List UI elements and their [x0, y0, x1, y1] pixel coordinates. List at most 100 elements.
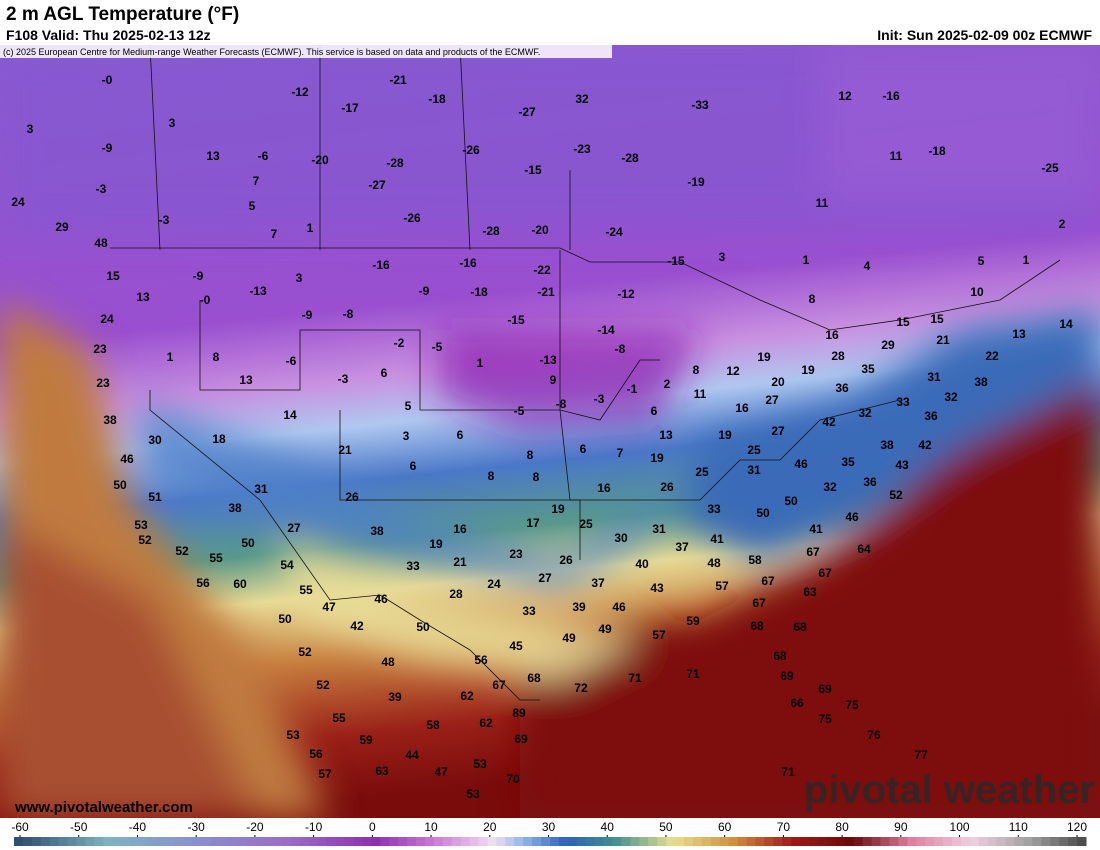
colorbar-segment — [228, 837, 238, 846]
temperature-label: 50 — [241, 536, 255, 550]
colorbar-segment — [255, 837, 265, 846]
colorbar-segment — [496, 837, 506, 846]
temperature-label: 3 — [296, 271, 303, 285]
colorbar-segment — [541, 837, 551, 846]
colorbar-segment — [844, 837, 855, 846]
temperature-label: 55 — [299, 583, 313, 597]
colorbar-segment — [692, 837, 703, 846]
temperature-label: 38 — [228, 501, 242, 515]
colorbar-segment — [192, 837, 203, 846]
temperature-label: -23 — [573, 142, 591, 156]
colorbar-segment — [710, 837, 721, 846]
temperature-label: 15 — [896, 315, 910, 329]
temperature-label: 32 — [944, 390, 958, 404]
colorbar-segment — [862, 837, 873, 846]
temperature-label: 67 — [752, 596, 766, 610]
temperature-label: -0 — [200, 293, 211, 307]
temperature-label: 46 — [120, 452, 134, 466]
watermark: pivotal weather — [804, 768, 1095, 812]
temperature-label: 42 — [918, 438, 932, 452]
temperature-label: 53 — [286, 728, 300, 742]
temperature-label: 6 — [457, 428, 464, 442]
temperature-label: 49 — [562, 631, 576, 645]
temperature-label: 50 — [416, 620, 430, 634]
temperature-label: 89 — [512, 706, 526, 720]
temperature-label: 55 — [209, 551, 223, 565]
temperature-label: 52 — [316, 678, 330, 692]
temperature-label: 26 — [559, 553, 573, 567]
colorbar-segment — [907, 837, 917, 846]
colorbar-segment — [174, 837, 185, 846]
credit: (c) 2025 European Centre for Medium-rang… — [3, 47, 540, 57]
temperature-label: 32 — [858, 406, 872, 420]
colorbar-tick-label: -50 — [70, 820, 88, 834]
temperature-label: -20 — [531, 223, 549, 237]
colorbar-tick-label: 40 — [601, 820, 615, 834]
colorbar-tick-label: 90 — [894, 820, 908, 834]
temperature-label: 22 — [985, 349, 999, 363]
temperature-label: 31 — [254, 482, 268, 496]
colorbar-segment — [201, 837, 212, 846]
temperature-label: 8 — [693, 363, 700, 377]
temperature-label: 31 — [927, 370, 941, 384]
temperature-label: 19 — [757, 350, 771, 364]
colorbar-segment — [67, 837, 78, 846]
temperature-label: 33 — [406, 559, 420, 573]
temperature-label: 13 — [206, 149, 220, 163]
temperature-label: 33 — [896, 395, 910, 409]
temperature-label: 28 — [831, 349, 845, 363]
temperature-label: 23 — [509, 547, 523, 561]
temperature-label: -9 — [193, 269, 204, 283]
temperature-label: 31 — [747, 463, 761, 477]
temperature-label: 8 — [213, 350, 220, 364]
temperature-label: 5 — [978, 254, 985, 268]
temperature-label: 50 — [278, 612, 292, 626]
temperature-label: 42 — [822, 415, 836, 429]
temperature-label: 49 — [598, 622, 612, 636]
colorbar-segment — [246, 837, 256, 846]
temperature-label: 8 — [488, 469, 495, 483]
temperature-label: 36 — [835, 381, 849, 395]
temperature-label: 39 — [572, 600, 586, 614]
temperature-label: 35 — [861, 362, 875, 376]
colorbar-segment — [943, 837, 953, 846]
temperature-label: -8 — [343, 307, 354, 321]
temperature-label: 33 — [707, 502, 721, 516]
colorbar-tick-label: 70 — [777, 820, 791, 834]
temperature-label: 3 — [719, 250, 726, 264]
temperature-label: 68 — [773, 649, 787, 663]
colorbar-tick-label: 20 — [483, 820, 497, 834]
temperature-label: 44 — [405, 748, 419, 762]
temperature-label: 67 — [761, 574, 775, 588]
temperature-label: 37 — [591, 576, 605, 590]
temperature-label: 18 — [212, 432, 226, 446]
temperature-label: 24 — [11, 195, 25, 209]
temperature-label: 23 — [93, 342, 107, 356]
temperature-label: 38 — [370, 524, 384, 538]
temperature-label: 33 — [522, 604, 536, 618]
temperature-label: 24 — [100, 312, 114, 326]
temperature-label: 2 — [664, 377, 671, 391]
temperature-label: 4 — [864, 259, 871, 273]
temperature-label: 1 — [307, 221, 314, 235]
colorbar-segment — [550, 837, 560, 846]
colorbar-segment — [746, 837, 756, 846]
colorbar-segment — [952, 837, 962, 846]
temperature-label: 54 — [280, 558, 294, 572]
colorbar-segment — [809, 837, 819, 846]
colorbar-segment — [925, 837, 935, 846]
colorbar-segment — [451, 837, 462, 846]
header-band — [0, 0, 1100, 45]
colorbar-segment — [264, 837, 274, 846]
temperature-label: 6 — [410, 459, 417, 473]
temperature-label: -5 — [432, 340, 443, 354]
temperature-label: -14 — [597, 323, 615, 337]
temperature-label: 41 — [710, 532, 724, 546]
temperature-label: 59 — [359, 733, 373, 747]
temperature-label: -9 — [419, 284, 430, 298]
temperature-label: -15 — [507, 313, 525, 327]
colorbar-segment — [969, 837, 980, 846]
colorbar-segment — [299, 837, 310, 846]
colorbar-segment — [353, 837, 363, 846]
temperature-label: 69 — [818, 682, 832, 696]
